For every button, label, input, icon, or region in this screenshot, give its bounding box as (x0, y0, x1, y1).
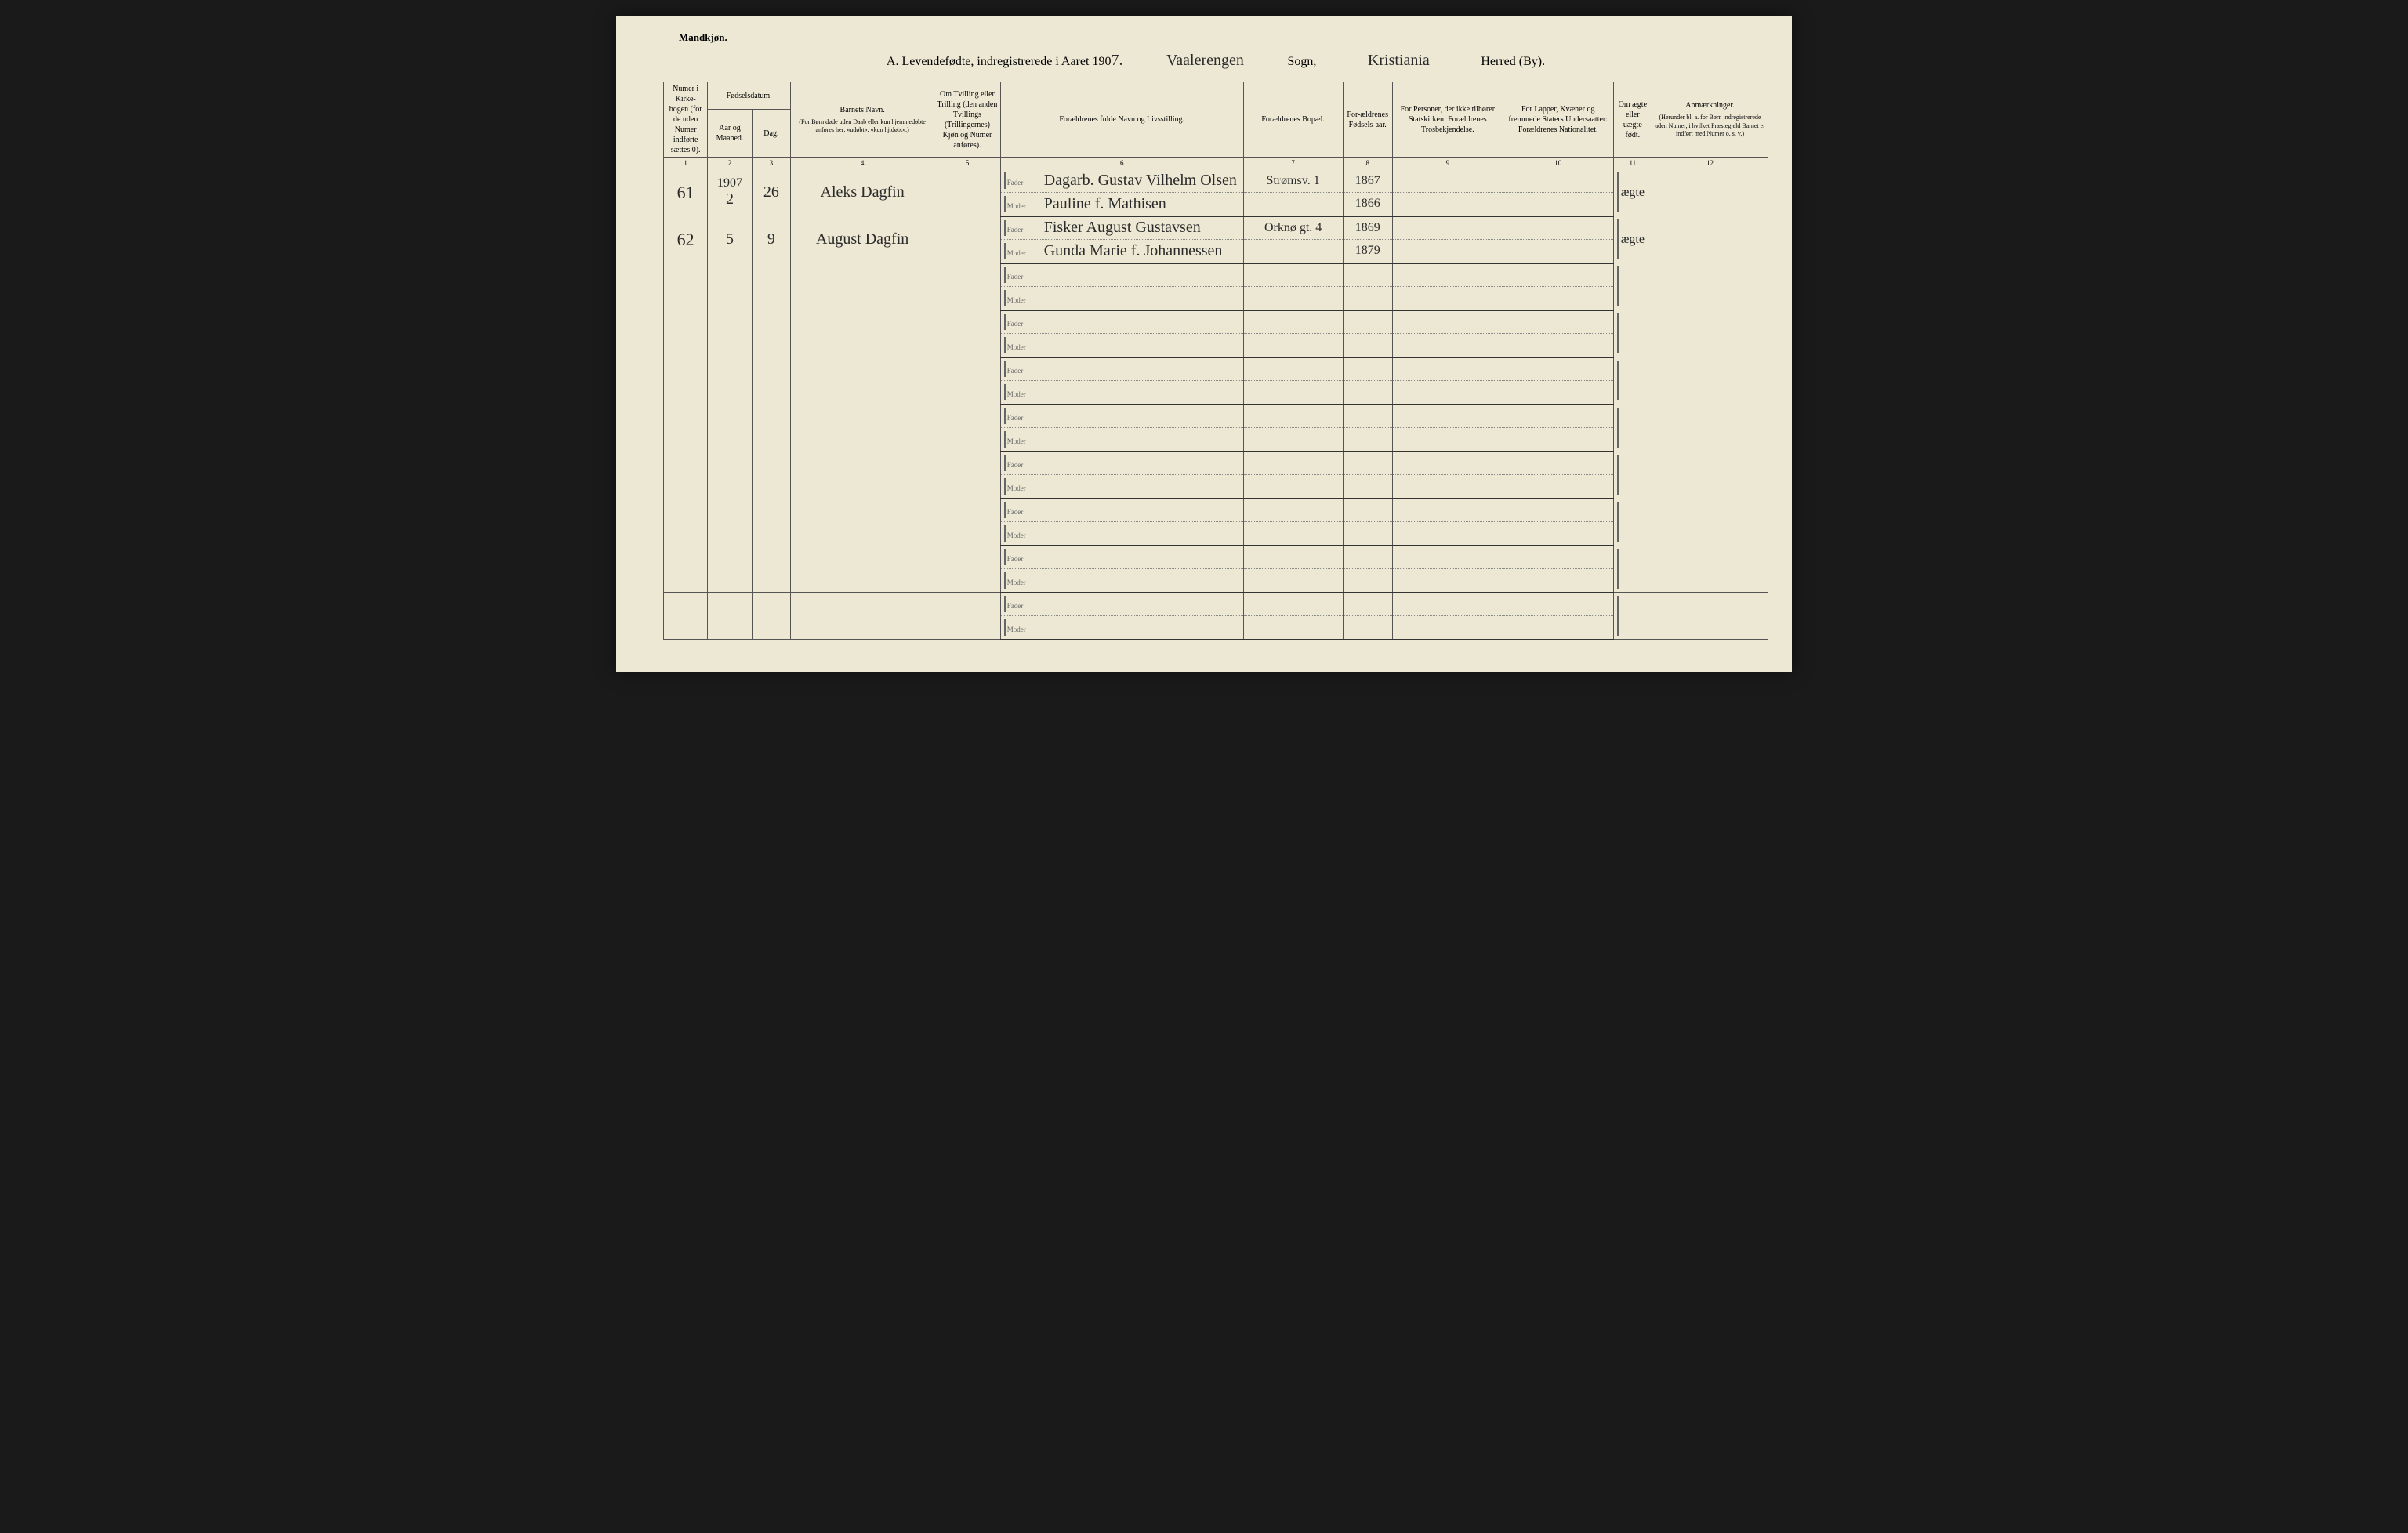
table-row: Fader (664, 263, 1768, 287)
header-parents: Forældrenes fulde Navn og Livsstilling. (1000, 82, 1243, 158)
table-row: Fader (664, 498, 1768, 522)
header-name: Barnets Navn. (For Børn døde uden Daab e… (791, 82, 934, 158)
table-row: Fader (664, 357, 1768, 381)
header-date: Fødselsdatum. (708, 82, 791, 110)
table-row: 611907226Aleks DagfinFaderDagarb. Gustav… (664, 169, 1768, 193)
register-table: Numer i Kirke-bogen (for de uden Numer i… (663, 82, 1768, 640)
header-month: Aar og Maaned. (708, 110, 752, 158)
sogn-value: Vaalerengen (1146, 52, 1264, 70)
table-row: Fader (664, 593, 1768, 616)
register-page: Mandkjøn. A. Levendefødte, indregistrere… (616, 16, 1792, 672)
table-header: Numer i Kirke-bogen (for de uden Numer i… (664, 82, 1768, 169)
gender-label: Mandkjøn. (679, 31, 1768, 44)
title-row: A. Levendefødte, indregistrerede i Aaret… (663, 52, 1768, 70)
header-aegte: Om ægte eller uægte født. (1613, 82, 1652, 158)
header-remarks: Anmærkninger. (Herunder bl. a. for Børn … (1652, 82, 1768, 158)
table-body: 611907226Aleks DagfinFaderDagarb. Gustav… (664, 169, 1768, 640)
title-prefix: A. Levendefødte, indregistrerede i Aaret… (887, 52, 1123, 70)
table-row: Fader (664, 404, 1768, 428)
header-birthyear: For-ældrenes Fødsels-aar. (1343, 82, 1392, 158)
table-row: Fader (664, 310, 1768, 334)
header-day: Dag. (752, 110, 790, 158)
header-num: Numer i Kirke-bogen (for de uden Numer i… (664, 82, 708, 158)
herred-value: Kristiania (1340, 52, 1457, 70)
header-religion: For Personer, der ikke tilhører Statskir… (1392, 82, 1503, 158)
column-number-row: 1 2 3 4 5 6 7 8 9 10 11 12 (664, 158, 1768, 169)
table-row: Fader (664, 545, 1768, 569)
header-twin: Om Tvilling eller Trilling (den anden Tv… (934, 82, 1001, 158)
header-bopael: Forældrenes Bopæl. (1243, 82, 1343, 158)
herred-label: Herred (By). (1481, 55, 1545, 69)
table-row: Fader (664, 451, 1768, 475)
header-nationality: For Lapper, Kvæner og fremmede Staters U… (1503, 82, 1613, 158)
sogn-label: Sogn, (1287, 55, 1316, 69)
table-row: 6259August DagfinFaderFisker August Gust… (664, 216, 1768, 240)
